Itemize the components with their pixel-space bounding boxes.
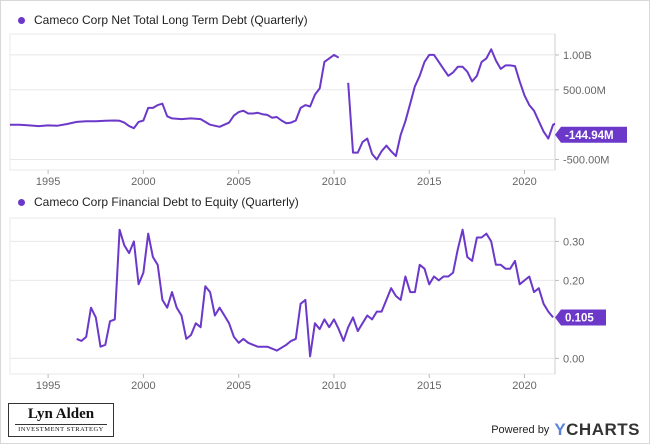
legend-debt: Cameco Corp Net Total Long Term Debt (Qu… xyxy=(18,13,308,27)
series-line-debt-0 xyxy=(10,53,340,130)
last-value-badge xyxy=(555,309,606,326)
last-value-badge xyxy=(555,126,627,143)
powered-by-label: Powered by xyxy=(491,424,550,436)
logo-title: Lyn Alden xyxy=(27,406,95,422)
x-tick-label: 2020 xyxy=(512,176,536,188)
legend-dot-icon xyxy=(18,198,25,206)
x-tick-label: 2010 xyxy=(322,176,346,188)
x-tick-label: 1995 xyxy=(36,380,60,392)
y-tick-label: 500.00M xyxy=(563,85,606,97)
series-line-debt-1 xyxy=(347,48,555,161)
last-value-label: -144.94M xyxy=(565,130,614,142)
x-tick-label: 2000 xyxy=(131,176,155,188)
x-tick-label: 2015 xyxy=(417,176,441,188)
x-tick-label: 2005 xyxy=(226,380,250,392)
legend-label-de: Cameco Corp Financial Debt to Equity (Qu… xyxy=(34,195,299,209)
y-tick-label: 0.30 xyxy=(563,236,584,248)
series-line-de-0 xyxy=(76,228,554,358)
last-value-label: 0.105 xyxy=(565,312,594,324)
y-tick-label: 0.00 xyxy=(563,353,584,365)
y-tick-label: -500.00M xyxy=(563,155,609,167)
x-tick-label: 2020 xyxy=(512,380,536,392)
legend-de: Cameco Corp Financial Debt to Equity (Qu… xyxy=(18,195,299,209)
x-tick-label: 2000 xyxy=(131,380,155,392)
legend-label-debt: Cameco Corp Net Total Long Term Debt (Qu… xyxy=(34,13,308,27)
powered-by[interactable]: Powered by YCHARTS xyxy=(491,420,640,440)
lyn-alden-logo: Lyn Alden INVESTMENT STRATEGY xyxy=(8,403,114,437)
x-tick-label: 2005 xyxy=(226,176,250,188)
plot-area-debt xyxy=(9,33,556,171)
ycharts-logo: YCHARTS xyxy=(554,420,640,440)
y-tick-label: 1.00B xyxy=(563,50,592,62)
y-tick-label: 0.20 xyxy=(563,275,584,287)
legend-dot-icon xyxy=(18,16,25,24)
logo-subtitle: INVESTMENT STRATEGY xyxy=(15,424,107,434)
x-tick-label: 2015 xyxy=(417,380,441,392)
x-tick-label: 1995 xyxy=(36,176,60,188)
ycharts-logo-y: Y xyxy=(554,420,567,439)
x-tick-label: 2010 xyxy=(322,380,346,392)
ycharts-logo-text: CHARTS xyxy=(566,420,640,439)
